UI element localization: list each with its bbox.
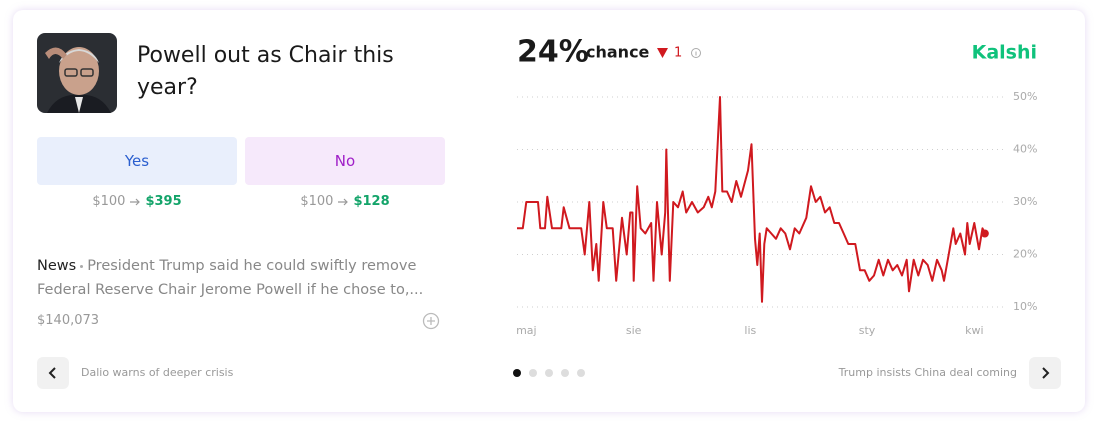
chevron-right [1042,367,1050,379]
next-story[interactable]: Trump insists China deal coming [838,366,1017,379]
down-icon [657,48,668,58]
payout: $128 [353,194,390,209]
y-tick-label: 20% [1013,248,1037,261]
headline: 24% [517,35,589,70]
y-tick-label: 40% [1013,143,1037,156]
page-dot[interactable] [513,369,521,377]
x-tick-label: lis [744,324,756,337]
page-dot[interactable] [561,369,569,377]
stake: $100 [92,194,126,209]
no-button[interactable]: No [245,137,445,185]
chevron-left [48,367,56,379]
page-dot[interactable] [545,369,553,377]
market-title: Powell out as Chair this year? [137,43,394,100]
next-button[interactable] [1029,357,1061,389]
x-tick-label: sty [859,324,876,337]
page-dot[interactable] [529,369,537,377]
source: Kalshi [972,42,1037,64]
prev-story[interactable]: Dalio warns of deeper crisis [81,366,234,379]
separator [80,264,84,268]
y-tick-label: 30% [1013,195,1037,208]
market-photo [37,33,117,113]
yes-payout: $100 $395 [37,194,237,209]
volume: $140,073 [37,313,100,328]
prev-button[interactable] [37,357,69,389]
x-tick-label: sie [626,324,642,337]
x-tick-label: kwi [965,324,983,337]
news[interactable]: News President Trump said he could swiftl… [37,254,437,302]
x-tick-label: maj [516,324,537,337]
arrow-icon [130,198,141,205]
current-point [980,229,989,238]
photo-illustration [37,33,117,113]
headline-suffix: chance [586,43,650,62]
yes-button[interactable]: Yes [37,137,237,185]
pager [513,369,585,377]
news-text: President Trump said he could swiftly re… [37,258,424,298]
y-tick-label: 50% [1013,90,1037,103]
arrow-icon [338,198,349,205]
no-payout: $100 $128 [245,194,445,209]
add-icon[interactable] [422,312,440,330]
change: 1 [674,46,682,61]
price-line [517,96,986,303]
payout: $395 [145,194,182,209]
news-label: News [37,258,77,274]
y-tick-label: 10% [1013,300,1037,313]
stake: $100 [300,194,334,209]
info-icon[interactable] [691,48,701,58]
page-dot[interactable] [577,369,585,377]
